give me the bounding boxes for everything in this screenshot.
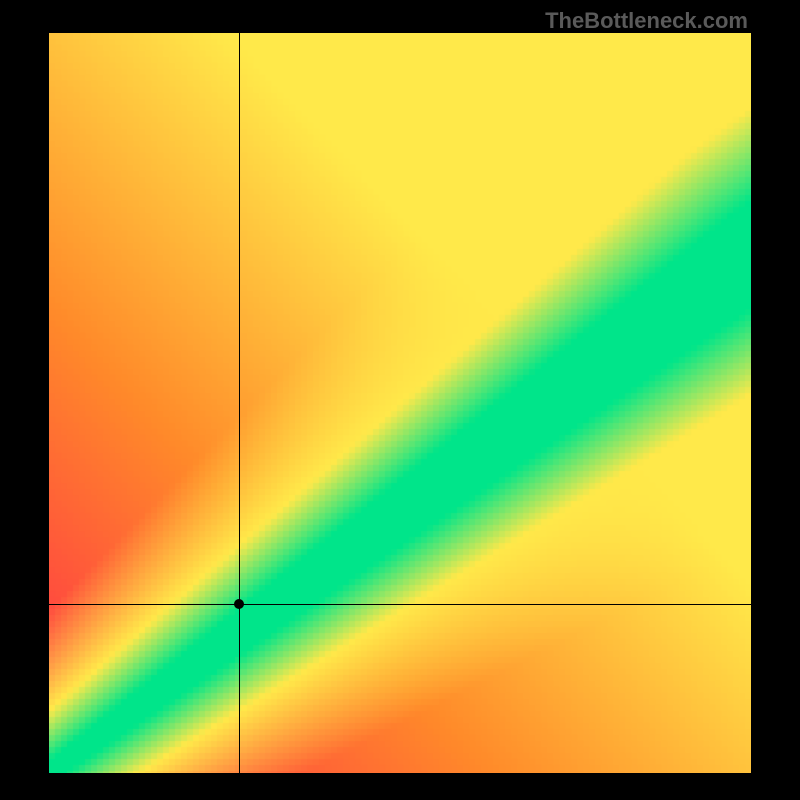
heatmap-canvas	[49, 33, 751, 773]
heatmap-plot	[49, 33, 751, 773]
crosshair-horizontal	[49, 604, 751, 605]
watermark-text: TheBottleneck.com	[545, 8, 748, 34]
crosshair-point	[234, 599, 244, 609]
crosshair-vertical	[239, 33, 240, 773]
